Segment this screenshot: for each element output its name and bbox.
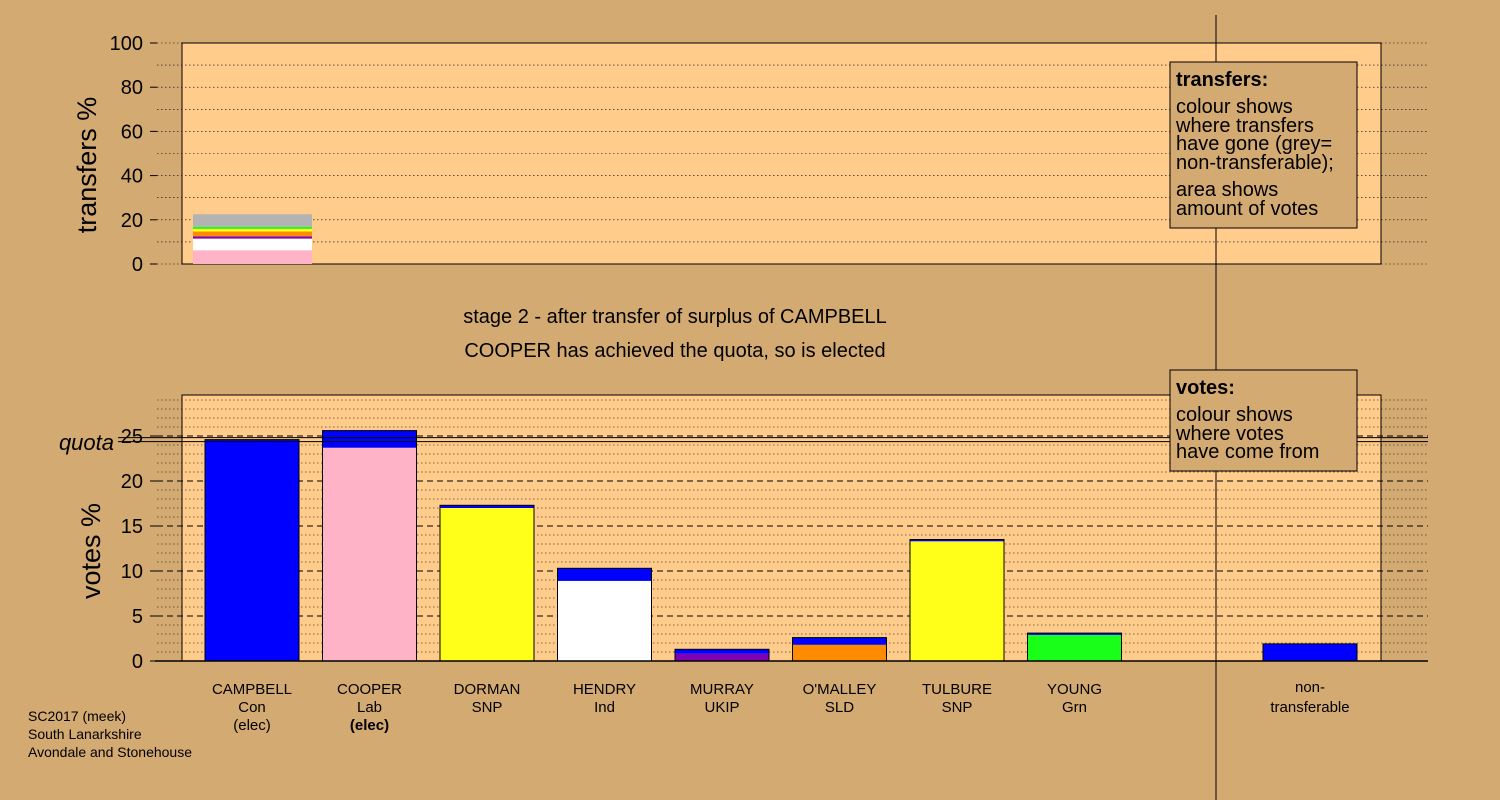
candidate-party: SNP [942, 699, 973, 716]
non-transferable-bar [1262, 643, 1358, 662]
non-transferable-label: non- [1295, 679, 1325, 696]
transfers-legend: transfers: colour shows where transfers … [1169, 61, 1358, 229]
transfers-tick-label: 40 [121, 166, 143, 188]
stage-description: stage 2 - after transfer of surplus of C… [463, 306, 887, 328]
transfers-bars [193, 214, 312, 264]
votes-tick-label: 0 [132, 651, 143, 673]
vote-bar [439, 504, 535, 662]
transfer-segment-lab [193, 250, 312, 264]
transfer-segment-sld [193, 231, 312, 237]
transfer-segment-non-transferable [193, 214, 312, 227]
votes-tick-label: 5 [132, 606, 143, 628]
vote-segment-con [910, 539, 1004, 542]
transfers-legend-line: amount of votes [1176, 198, 1318, 220]
vote-segment-ukip [675, 653, 769, 661]
candidate-party: SLD [825, 699, 854, 716]
vote-segment-con [792, 637, 887, 645]
votes-legend-line: colour shows [1176, 404, 1293, 426]
candidate-party: Grn [1062, 699, 1087, 716]
candidate-party: Ind [594, 699, 615, 716]
vote-segment-con [1027, 633, 1122, 635]
votes-legend: votes: colour shows where votes have com… [1169, 369, 1358, 472]
vote-bar [674, 648, 770, 662]
vote-bar [557, 567, 652, 662]
votes-tick-label: 25 [121, 426, 143, 448]
transfers-y-ticks: 0 20 40 60 80 100 [110, 33, 157, 276]
votes-tick-label: 15 [121, 516, 143, 538]
vote-segment-con [205, 439, 299, 661]
vote-segment-snp [910, 541, 1004, 661]
vote-segment-con [322, 430, 417, 448]
vote-segment-sld [792, 644, 887, 661]
candidate-name: HENDRY [573, 681, 636, 698]
votes-y-ticks: 0 5 10 15 20 25 [121, 426, 157, 673]
votes-legend-box [1169, 369, 1358, 472]
transfers-tick-label: 60 [121, 121, 143, 143]
votes-legend-title: votes: [1176, 377, 1235, 399]
candidate-status: (elec) [233, 717, 271, 734]
votes-legend-line: where votes [1175, 423, 1284, 445]
transfer-segment-snp [193, 228, 312, 232]
vote-segment-ind [557, 580, 652, 661]
transfers-legend-line: where transfers [1175, 115, 1314, 137]
candidate-party: UKIP [704, 699, 739, 716]
candidate-name: O'MALLEY [803, 681, 877, 698]
transfers-legend-line: have gone (grey= [1176, 133, 1332, 155]
votes-tick-label: 20 [121, 471, 143, 493]
election-id: SC2017 (meek) [28, 708, 126, 724]
transfers-tick-label: 100 [110, 33, 143, 55]
vote-bar [204, 439, 300, 662]
vote-bar [322, 430, 417, 662]
transfers-legend-line: non-transferable); [1176, 152, 1334, 174]
council-name: South Lanarkshire [28, 726, 142, 742]
vote-segment-con [675, 649, 769, 654]
non-transferable-label: transferable [1270, 699, 1349, 716]
vote-segment-con [1263, 643, 1357, 661]
vote-segment-grn [1027, 634, 1122, 661]
candidate-name: DORMAN [454, 681, 521, 698]
candidate-labels: CAMPBELLCon(elec)COOPERLab(elec)DORMANSN… [212, 679, 1350, 734]
candidate-name: MURRAY [690, 681, 754, 698]
vote-segment-lab [322, 447, 417, 661]
transfers-tick-label: 80 [121, 77, 143, 99]
votes-tick-label: 10 [121, 561, 143, 583]
candidate-party: Lab [357, 699, 382, 716]
elected-announcement: COOPER has achieved the quota, so is ele… [464, 340, 885, 362]
vote-segment-con [440, 505, 534, 508]
candidate-name: TULBURE [922, 681, 992, 698]
transfer-segment-ind [193, 238, 312, 251]
transfers-legend-line: colour shows [1176, 96, 1293, 118]
transfers-legend-box [1169, 61, 1358, 229]
candidate-name: COOPER [337, 681, 402, 698]
vote-bar [909, 539, 1005, 662]
transfers-y-axis-title: transfers % [72, 97, 102, 234]
vote-bar [792, 637, 887, 662]
vote-segment-snp [440, 508, 534, 661]
transfers-tick-label: 20 [121, 210, 143, 232]
candidate-party: SNP [472, 699, 503, 716]
votes-bars [204, 430, 1358, 662]
transfer-segment-ukip [193, 236, 312, 239]
transfers-tick-label: 0 [132, 254, 143, 276]
candidate-name: YOUNG [1047, 681, 1102, 698]
vote-bar [1027, 632, 1122, 662]
candidate-party: Con [238, 699, 266, 716]
quota-label: quota [59, 430, 114, 455]
vote-segment-con [557, 568, 652, 581]
candidate-status: (elec) [350, 717, 389, 734]
transfers-legend-title: transfers: [1176, 69, 1268, 91]
votes-legend-line: have come from [1176, 441, 1319, 463]
transfer-segment-grn [193, 226, 312, 229]
votes-y-axis-title: votes % [76, 503, 106, 599]
transfers-legend-line: area shows [1176, 179, 1278, 201]
candidate-name: CAMPBELL [212, 681, 292, 698]
ward-name: Avondale and Stonehouse [28, 744, 192, 760]
